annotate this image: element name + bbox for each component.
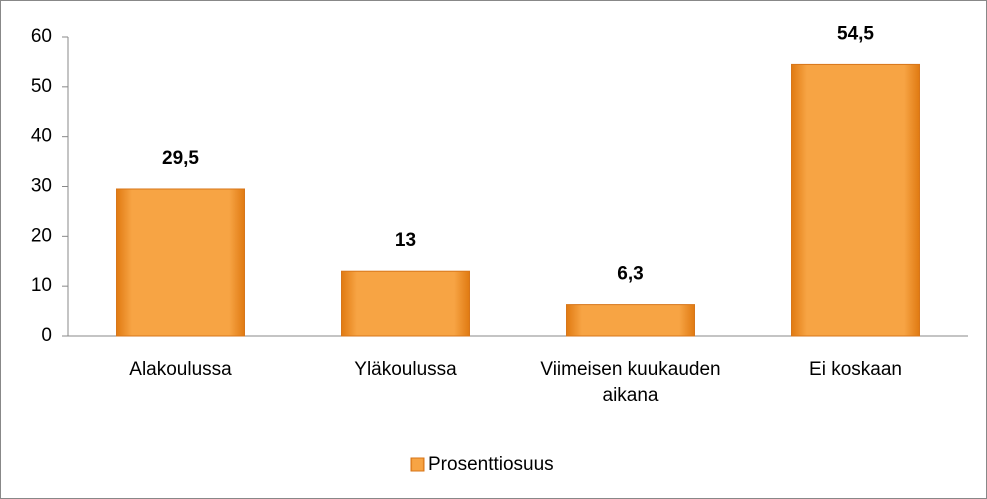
data-label: 13 xyxy=(395,230,416,251)
y-tick-label: 30 xyxy=(31,176,52,197)
x-tick-label: Alakoulussa xyxy=(129,359,232,380)
legend-label: Prosenttiosuus xyxy=(428,454,554,475)
x-tick-label: Ei koskaan xyxy=(809,359,902,380)
x-tick-label: Yläkoulussa xyxy=(354,359,457,380)
data-label: 54,5 xyxy=(837,23,874,44)
y-tick-label: 0 xyxy=(41,325,52,346)
y-tick-label: 60 xyxy=(31,26,52,47)
legend-marker xyxy=(410,457,425,472)
y-tick-label: 50 xyxy=(31,76,52,97)
bar xyxy=(341,270,470,337)
y-tick-label: 20 xyxy=(31,225,52,246)
bar xyxy=(791,63,920,337)
data-label: 29,5 xyxy=(162,148,199,169)
y-tick-label: 10 xyxy=(31,275,52,296)
bar xyxy=(116,188,245,337)
data-label: 6,3 xyxy=(617,264,643,285)
bar xyxy=(566,304,695,337)
x-tick-label: Viimeisen kuukauden aikana xyxy=(540,359,721,406)
y-tick-label: 40 xyxy=(31,126,52,147)
